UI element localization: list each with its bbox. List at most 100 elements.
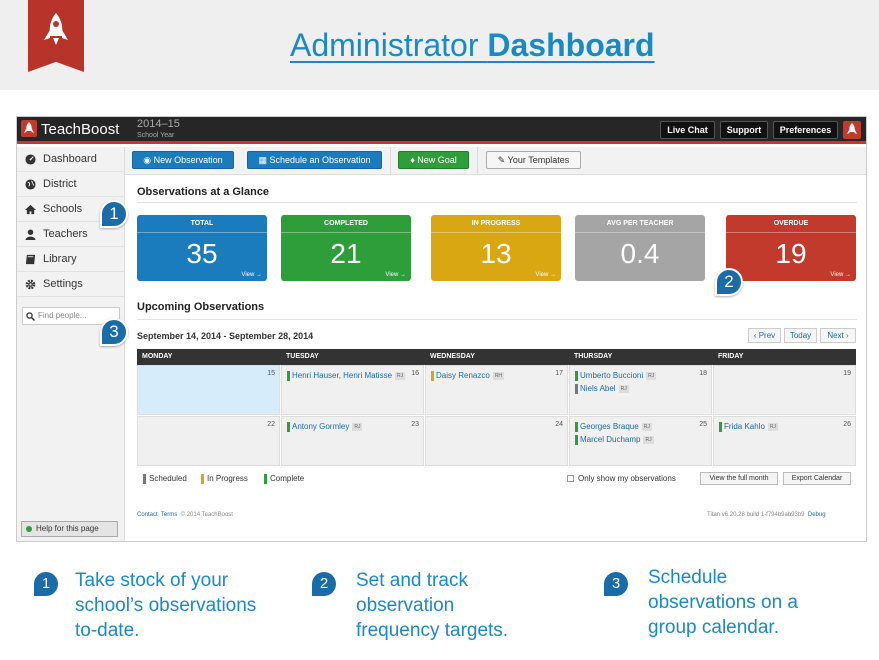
calendar-cell[interactable]: 25 Georges Braque RJ Marcel Duchamp RJ [569,416,712,466]
preferences-button[interactable]: Preferences [773,121,838,139]
sidebar-item-dashboard[interactable]: Dashboard [17,147,125,172]
stat-card-completed[interactable]: COMPLETED 21 View → [281,215,411,281]
globe-icon [25,179,36,190]
full-month-button[interactable]: View the full month [700,472,778,485]
support-button[interactable]: Support [720,121,768,139]
day-number: 22 [267,421,275,428]
year-value: 2014–15 [137,118,180,130]
observation-name: Henri Hauser, Henri Matisse [292,371,393,380]
profile-button[interactable] [843,121,861,139]
stat-view-link[interactable]: View → [385,272,406,278]
observer-tag: RJ [643,436,654,444]
calendar-cell[interactable]: 16 Henri Hauser, Henri Matisse RJ [281,365,424,415]
observation-entry[interactable]: Daisy Renazco RH [431,371,505,381]
stat-value: 35 [186,238,218,269]
observation-entry[interactable]: Henri Hauser, Henri Matisse RJ [287,371,406,381]
rocket-icon [44,13,68,45]
help-button[interactable]: Help for this page [21,521,118,537]
only-mine-checkbox[interactable]: Only show my observations [567,474,676,483]
status-bar [575,435,578,445]
new-observation-button[interactable]: ◉ New Observation [132,151,234,169]
stat-label: OVERDUE [726,215,856,233]
stat-value: 0.4 [620,238,660,269]
export-calendar-button[interactable]: Export Calendar [783,472,851,485]
app-window: TeachBoost 2014–15 School Year Live Chat … [16,116,867,542]
stat-value: 21 [330,238,362,269]
day-number: 19 [843,370,851,377]
legend-swatch [264,474,267,484]
calendar-cell[interactable]: 22 [137,416,280,466]
find-people-input[interactable]: Find people... [22,307,120,325]
your-templates-button[interactable]: ✎ Your Templates [486,151,581,169]
stat-view-link[interactable]: View → [535,272,556,278]
observation-entry[interactable]: Umberto Buccioni RJ [575,371,657,381]
status-bar [575,371,578,381]
calendar-cell[interactable]: 18 Umberto Buccioni RJ Niels Abel RJ [569,365,712,415]
calendar-header: MONDAY TUESDAY WEDNESDAY THURSDAY FRIDAY [137,349,856,365]
calendar-cell[interactable]: 17 Daisy Renazco RH [425,365,568,415]
brand-name[interactable]: TeachBoost [41,121,120,138]
help-label: Help for this page [36,524,99,533]
sidebar-item-district[interactable]: District [17,172,125,197]
gear-icon [25,279,36,290]
contact-link[interactable]: Contact [137,512,158,518]
legend-label: Scheduled [149,474,187,483]
stat-card-total[interactable]: TOTAL 35 View → [137,215,267,281]
page-title: Administrator Dashboard [290,27,655,64]
day-number: 24 [555,421,563,428]
next-button[interactable]: Next › [820,328,856,343]
caption-2: Set and track observation frequency targ… [356,570,509,641]
observation-entry[interactable]: Antony Gormley RJ [287,422,363,432]
only-mine-label: Only show my observations [578,474,676,483]
banner: Administrator Dashboard [0,0,879,90]
today-button[interactable]: Today [784,328,817,343]
debug-link[interactable]: Debug [807,512,826,518]
status-dot-icon [26,526,32,532]
day-number: 16 [411,370,419,377]
stat-view-link[interactable]: View → [830,272,851,278]
calendar-cell[interactable]: 23 Antony Gormley RJ [281,416,424,466]
new-goal-label: New Goal [417,155,457,165]
observation-entry[interactable]: Georges Braque RJ [575,422,652,432]
status-bar [287,371,290,381]
stat-card-in-progress[interactable]: IN PROGRESS 13 View → [431,215,561,281]
stat-view-link[interactable]: View → [241,272,262,278]
callout-badge-3: 3 [100,318,128,346]
terms-link[interactable]: Terms [160,512,178,518]
teachboost-logo[interactable] [21,120,37,137]
stat-label: COMPLETED [281,215,411,233]
calendar-cell[interactable]: 26 Frida Kahlo RJ [713,416,856,466]
observation-name: Niels Abel [580,384,616,393]
calendar-cell[interactable]: 24 [425,416,568,466]
calendar-cell[interactable]: 19 [713,365,856,415]
sidebar-item-library[interactable]: Library [17,247,125,272]
sidebar-item-label: District [43,178,77,190]
sidebar-item-teachers[interactable]: Teachers [17,222,125,247]
trophy-icon: ♦ [410,155,418,165]
legend-swatch [143,474,146,484]
caption-badge-3: 3 [604,572,628,596]
live-chat-button[interactable]: Live Chat [660,121,715,139]
home-icon [25,204,36,215]
schedule-observation-button[interactable]: ▦ Schedule an Observation [247,151,382,169]
status-bar [431,371,434,381]
observation-name: Daisy Renazco [436,371,490,380]
sidebar-item-schools[interactable]: Schools [17,197,125,222]
checkbox-box[interactable] [567,475,574,482]
version-text: Titan v6.20.28 build 1-f794b9ab93b9 [707,512,805,518]
observation-entry[interactable]: Frida Kahlo RJ [719,422,779,432]
prev-button[interactable]: ‹ Prev [748,328,781,343]
footer-links: Contact Terms © 2014 TeachBoost [137,512,233,518]
sidebar-item-label: Settings [43,278,83,290]
sidebar-item-settings[interactable]: Settings [17,272,125,297]
calendar-cell[interactable]: 15 [137,365,280,415]
caption-badge-2: 2 [312,572,336,596]
observation-entry[interactable]: Niels Abel RJ [575,384,629,394]
new-goal-button[interactable]: ♦ New Goal [398,151,469,169]
observer-tag: RJ [618,385,629,393]
footer-version: Titan v6.20.28 build 1-f794b9ab93b9 Debu… [707,512,826,518]
rocket-logo-icon [24,122,34,133]
observation-entry[interactable]: Marcel Duchamp RJ [575,435,654,445]
eye-icon: ◉ [143,155,154,165]
stat-card-overdue[interactable]: OVERDUE 19 View → [726,215,856,281]
